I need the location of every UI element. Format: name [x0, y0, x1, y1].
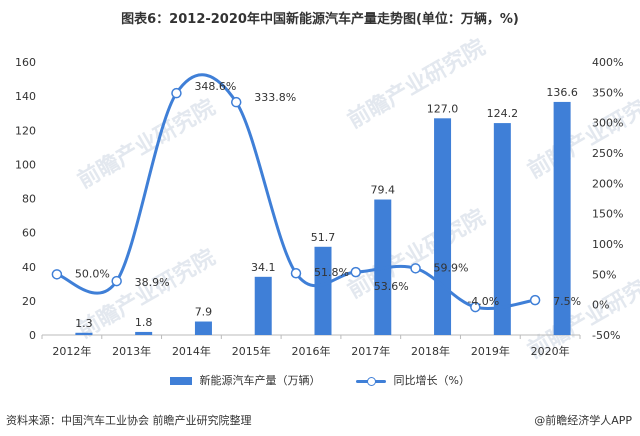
bar-labels: 1.3 1.8 7.9 34.1 51.7 79.4 127.0 124.2 136.6	[75, 86, 578, 330]
y-right-tick-label: 400%	[592, 56, 623, 69]
x-tick-label: 2019年	[471, 344, 510, 358]
bar-value-label: 124.2	[487, 107, 519, 120]
y-left-tick-label: 80	[22, 193, 36, 206]
growth-point	[111, 275, 122, 287]
growth-point	[410, 263, 421, 274]
y-left-tick-label: 120	[15, 124, 36, 137]
bar	[135, 331, 153, 335]
watermark-text: 前瞻产业研究院	[73, 94, 219, 194]
growth-point	[350, 266, 362, 278]
y-right-tick-label: 350%	[592, 86, 623, 99]
growth-point	[290, 267, 302, 279]
y-left-tick-label: 20	[22, 295, 36, 308]
legend-item-bar: 新能源汽车产量（万辆）	[170, 372, 321, 388]
legend-line-swatch	[356, 376, 387, 386]
growth-value-label: 59.9%	[434, 261, 469, 274]
y-left-tick-label: 0	[29, 329, 36, 342]
growth-value-label: 50.0%	[75, 267, 110, 280]
growth-point	[51, 269, 63, 280]
bar	[75, 332, 93, 335]
y-right-tick-label: -50%	[592, 329, 620, 342]
legend-bar-label: 新能源汽车产量（万辆）	[199, 374, 321, 387]
growth-point	[470, 301, 481, 313]
y-right-tick-label: 50%	[592, 268, 616, 281]
bar-value-label: 1.3	[75, 317, 93, 330]
watermark-text: 前瞻产业研究院	[343, 204, 489, 304]
y-right-tick-label: 100%	[592, 238, 623, 251]
source-note: 资料来源：中国汽车工业协会 前瞻产业研究院整理	[6, 414, 252, 427]
legend: 新能源汽车产量（万辆） 同比增长（%）	[0, 372, 640, 388]
bar-value-label: 1.8	[135, 316, 153, 329]
y-left-tick-label: 140	[15, 90, 36, 103]
growth-value-label: 7.5%	[553, 295, 581, 308]
legend-line-label: 同比增长（%）	[393, 374, 470, 387]
growth-line	[56, 73, 536, 310]
bar	[254, 276, 272, 335]
y-left-tick-label: 160	[15, 56, 36, 69]
x-tick-label: 2013年	[112, 344, 151, 358]
bar	[434, 118, 452, 336]
growth-value-label: 38.9%	[135, 276, 170, 289]
bar-value-label: 7.9	[195, 306, 213, 319]
bar	[493, 123, 511, 336]
y-left-tick-label: 100	[15, 158, 36, 171]
y-right-tick-label: 300%	[592, 117, 623, 130]
line-labels: 50.0% 38.9% 348.6% 333.8% 51.8% 53.6% 59.9% -4.…	[75, 80, 581, 308]
bar-value-label: 136.6	[546, 86, 578, 99]
x-tick-label: 2020年	[531, 344, 570, 358]
y-right-tick-label: 0%	[592, 299, 609, 312]
axes: 0 20 40 60 80 100 120 140 160 -50% 0% 50% 100% 150% 20…	[15, 56, 623, 358]
x-tick-label: 2018年	[411, 344, 450, 358]
brand-label: @前瞻经济学人APP	[534, 414, 632, 427]
legend-bar-swatch	[170, 377, 193, 385]
x-tick-label: 2015年	[232, 344, 271, 358]
growth-value-label: -4.0%	[467, 295, 499, 308]
y-right-tick-label: 200%	[592, 177, 623, 190]
growth-value-label: 348.6%	[194, 80, 236, 93]
bar-value-label: 79.4	[371, 184, 396, 197]
growth-point	[171, 87, 182, 99]
bar-value-label: 51.7	[311, 231, 336, 244]
line-series	[51, 73, 541, 313]
x-tick-label: 2012年	[52, 344, 91, 358]
y-right-tick-label: 150%	[592, 208, 623, 221]
chart-title: 图表6：2012-2020年中国新能源汽车产量走势图(单位：万辆，%)	[121, 12, 519, 27]
y-left-tick-label: 60	[22, 227, 36, 240]
x-tick-label: 2016年	[292, 344, 331, 358]
bar	[194, 321, 212, 335]
bar-value-label: 127.0	[427, 102, 459, 115]
y-right-tick-label: 250%	[592, 147, 623, 160]
watermark-text: 前瞻产业研究院	[343, 34, 489, 134]
growth-point	[230, 96, 242, 108]
x-tick-label: 2017年	[351, 344, 390, 358]
growth-point	[529, 294, 541, 306]
growth-value-label: 53.6%	[374, 280, 409, 293]
bar-value-label: 34.1	[251, 261, 276, 274]
bar	[553, 101, 571, 336]
y-left-tick-label: 40	[22, 261, 36, 274]
x-tick-label: 2014年	[172, 344, 211, 358]
legend-item-line: 同比增长（%）	[356, 372, 470, 388]
growth-value-label: 333.8%	[254, 91, 296, 104]
bar	[314, 246, 332, 335]
growth-value-label: 51.8%	[314, 266, 349, 279]
